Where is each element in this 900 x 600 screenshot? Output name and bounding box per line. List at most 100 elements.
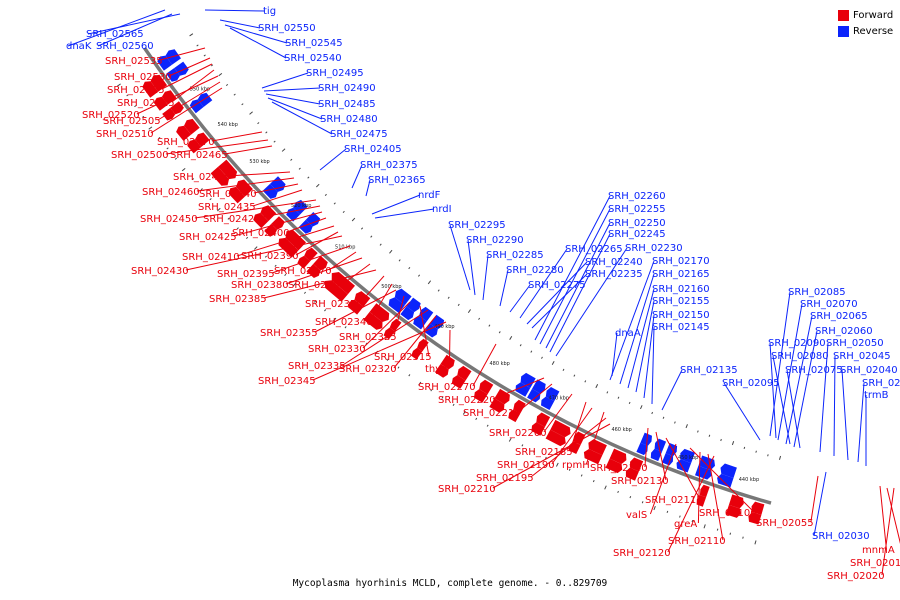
reverse-leader-line xyxy=(97,13,173,47)
legend-reverse-label: Reverse xyxy=(853,25,894,37)
reverse-leader-line xyxy=(267,97,323,120)
reverse-gene-arrow xyxy=(609,448,627,464)
reverse-gene-label: SRH_02480 xyxy=(320,114,378,125)
reverse-gene-arrow xyxy=(545,429,566,447)
forward-gene-label: SRH_02270 xyxy=(418,382,476,393)
reverse-gene-label: SRH_02495 xyxy=(306,68,364,79)
forward-gene-arrow xyxy=(253,212,269,229)
reverse-gene-arrow xyxy=(434,364,449,378)
forward-gene-arrow xyxy=(520,372,536,388)
reverse-gene-arrow xyxy=(550,419,571,438)
outer-tick xyxy=(303,291,307,294)
inner-tick xyxy=(408,266,411,270)
forward-leader-line xyxy=(286,217,327,233)
reverse-gene-arrow xyxy=(661,453,674,466)
forward-leader-line xyxy=(136,75,219,115)
reverse-gene-arrow xyxy=(636,442,648,456)
outer-tick xyxy=(284,273,287,277)
reverse-gene-label: SRH_02085 xyxy=(788,287,846,298)
reverse-leader-line xyxy=(813,471,827,537)
kbp-tick-label: 480 kbp xyxy=(489,361,509,367)
inner-tick xyxy=(478,317,481,320)
outer-tick xyxy=(452,403,455,406)
reverse-leader-line xyxy=(549,233,611,353)
forward-gene-arrow xyxy=(150,74,168,92)
forward-gene-arrow xyxy=(513,399,526,414)
forward-gene-label: SRH_02430 xyxy=(131,266,189,277)
reverse-gene-arrow xyxy=(210,166,229,186)
inner-tick xyxy=(467,309,471,314)
forward-gene-arrow xyxy=(417,338,429,352)
forward-leader-line xyxy=(448,329,451,369)
forward-gene-label: SRH_02185 xyxy=(515,447,573,458)
inner-tick xyxy=(743,446,746,450)
outer-tick xyxy=(441,396,444,399)
reverse-gene-label: SRH_02265 xyxy=(565,244,623,255)
inner-tick xyxy=(290,158,293,161)
forward-gene-arrow xyxy=(629,457,644,472)
inner-tick xyxy=(389,249,393,254)
forward-gene-arrow xyxy=(411,347,423,360)
outer-tick xyxy=(158,136,161,139)
inner-tick xyxy=(360,227,364,230)
forward-gene-arrow xyxy=(536,412,551,427)
inner-tick xyxy=(685,424,688,429)
outer-tick xyxy=(679,515,681,518)
forward-swatch xyxy=(838,9,849,21)
inner-tick xyxy=(595,384,599,389)
outer-tick xyxy=(475,417,478,420)
reverse-leader-line xyxy=(769,291,791,437)
forward-leader-line xyxy=(150,87,223,134)
forward-leader-line xyxy=(196,177,295,192)
reverse-gene-arrow xyxy=(605,458,623,474)
forward-gene-label: SRH_02350 xyxy=(305,299,363,310)
forward-leader-line xyxy=(271,245,351,274)
reverse-gene-label: SRH_02075 xyxy=(785,365,843,376)
reverse-gene-label: dnaA xyxy=(615,328,641,339)
reverse-leader-line xyxy=(229,27,287,59)
reverse-leader-line xyxy=(785,315,813,445)
inner-tick xyxy=(447,296,450,299)
outer-tick xyxy=(716,528,719,531)
reverse-gene-arrow xyxy=(698,455,715,471)
reverse-gene-label: SRH_02040 xyxy=(840,365,898,376)
outer-tick xyxy=(324,309,327,312)
reverse-leader-line xyxy=(635,300,655,393)
inner-tick xyxy=(427,280,432,285)
inner-tick xyxy=(398,259,401,262)
reverse-leader-line xyxy=(67,9,166,47)
inner-tick xyxy=(720,438,722,442)
reverse-gene-arrow xyxy=(298,219,313,234)
forward-leader-line xyxy=(644,427,649,468)
outer-tick xyxy=(264,255,268,258)
map-caption: Mycoplasma hyorhinis MCLD, complete geno… xyxy=(292,578,608,589)
reverse-gene-arrow xyxy=(271,216,285,230)
forward-gene-label: SRH_02450 xyxy=(140,214,198,225)
forward-gene-label: SRH_02020 xyxy=(827,571,885,582)
forward-gene-label: SRH_02515 xyxy=(117,98,175,109)
forward-gene-arrow xyxy=(508,409,521,423)
reverse-gene-label: SRH_02045 xyxy=(833,351,891,362)
kbp-tick-label: 440 kbp xyxy=(739,477,759,483)
reverse-gene-arrow xyxy=(489,398,505,413)
forward-leader-line xyxy=(328,251,357,271)
forward-gene-label: SRH_02190 xyxy=(497,460,555,471)
reverse-gene-label: SRH_02485 xyxy=(318,99,376,110)
outer-tick xyxy=(418,381,422,386)
forward-leader-line xyxy=(211,131,263,142)
outer-tick xyxy=(313,300,317,303)
outer-tick xyxy=(641,501,644,504)
forward-leader-line xyxy=(252,189,303,207)
forward-gene-label: SRH_02055 xyxy=(756,518,814,529)
reverse-leader-line xyxy=(651,326,655,405)
forward-gene-arrow xyxy=(419,306,434,322)
forward-gene-arrow xyxy=(720,463,737,478)
genome-backbone xyxy=(143,47,772,505)
forward-gene-label: SRH_02460 xyxy=(142,187,200,198)
outer-tick xyxy=(142,115,145,118)
forward-leader-line xyxy=(517,383,553,413)
forward-gene-arrow xyxy=(541,396,555,410)
outer-tick xyxy=(580,474,583,477)
forward-gene-arrow xyxy=(479,379,494,395)
forward-gene-label: SRH_02015 xyxy=(850,558,900,569)
